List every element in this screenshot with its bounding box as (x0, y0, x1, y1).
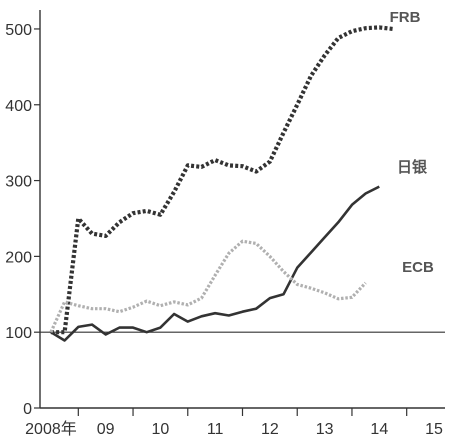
y-tick-label: 0 (23, 401, 32, 418)
x-tick-label: 14 (370, 421, 388, 438)
series-labels: FRB 日银 ECB (390, 9, 434, 276)
axes (39, 10, 445, 409)
series-line-solid (50, 185, 380, 342)
series-label: FRB (390, 9, 421, 26)
series-line-dotted-light (49, 239, 367, 333)
y-tick-label: 200 (5, 249, 32, 266)
x-tick-label: 2008年 (25, 420, 77, 438)
x-tick-label: 13 (316, 421, 334, 438)
x-tick-label: 09 (97, 421, 115, 438)
x-tick-label: 10 (152, 421, 170, 438)
y-tick-label: 400 (5, 98, 32, 115)
series-line-dotted-bold (50, 25, 394, 335)
series-label: 日银 (397, 158, 428, 176)
y-tick-label: 300 (5, 174, 32, 191)
y-tick-label: 100 (5, 325, 32, 342)
x-tick-label: 12 (261, 421, 279, 438)
series-label: ECB (402, 259, 434, 276)
series-lines (49, 25, 394, 342)
x-tick-label: 15 (425, 421, 443, 438)
x-ticks: 2008年 09 10 11 12 13 14 15 (25, 408, 443, 438)
y-ticks: 0 100 200 300 400 500 (5, 22, 40, 418)
y-tick-label: 500 (5, 22, 32, 39)
x-tick-label: 11 (207, 421, 224, 438)
